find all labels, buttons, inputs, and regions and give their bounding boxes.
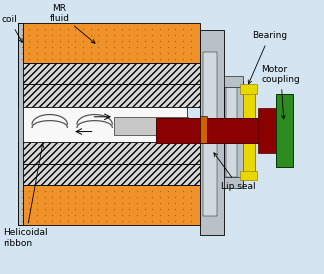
Text: Helicoidal
ribbon: Helicoidal ribbon [3,144,48,248]
Bar [224,177,243,188]
Text: MR
fluid: MR fluid [49,4,95,43]
Bar [240,84,257,94]
Bar [18,185,201,225]
Bar [18,142,201,164]
Bar [226,87,237,177]
Bar [18,23,201,63]
Bar [224,76,243,87]
Bar [258,108,276,153]
Bar [18,164,201,185]
Text: Bearing: Bearing [248,32,287,84]
Bar [23,107,187,142]
Bar [240,171,257,180]
Text: Motor
coupling: Motor coupling [261,65,300,119]
Bar [18,63,201,84]
Text: coil: coil [2,15,22,42]
Bar [200,116,207,143]
Text: Lip seal: Lip seal [214,153,256,191]
Bar [201,30,224,235]
Bar [276,94,293,167]
Bar [18,84,201,107]
Bar [224,81,243,184]
Bar [203,52,217,216]
Bar [114,117,188,135]
Bar [243,87,255,177]
Bar [156,118,274,143]
Bar [18,23,23,225]
